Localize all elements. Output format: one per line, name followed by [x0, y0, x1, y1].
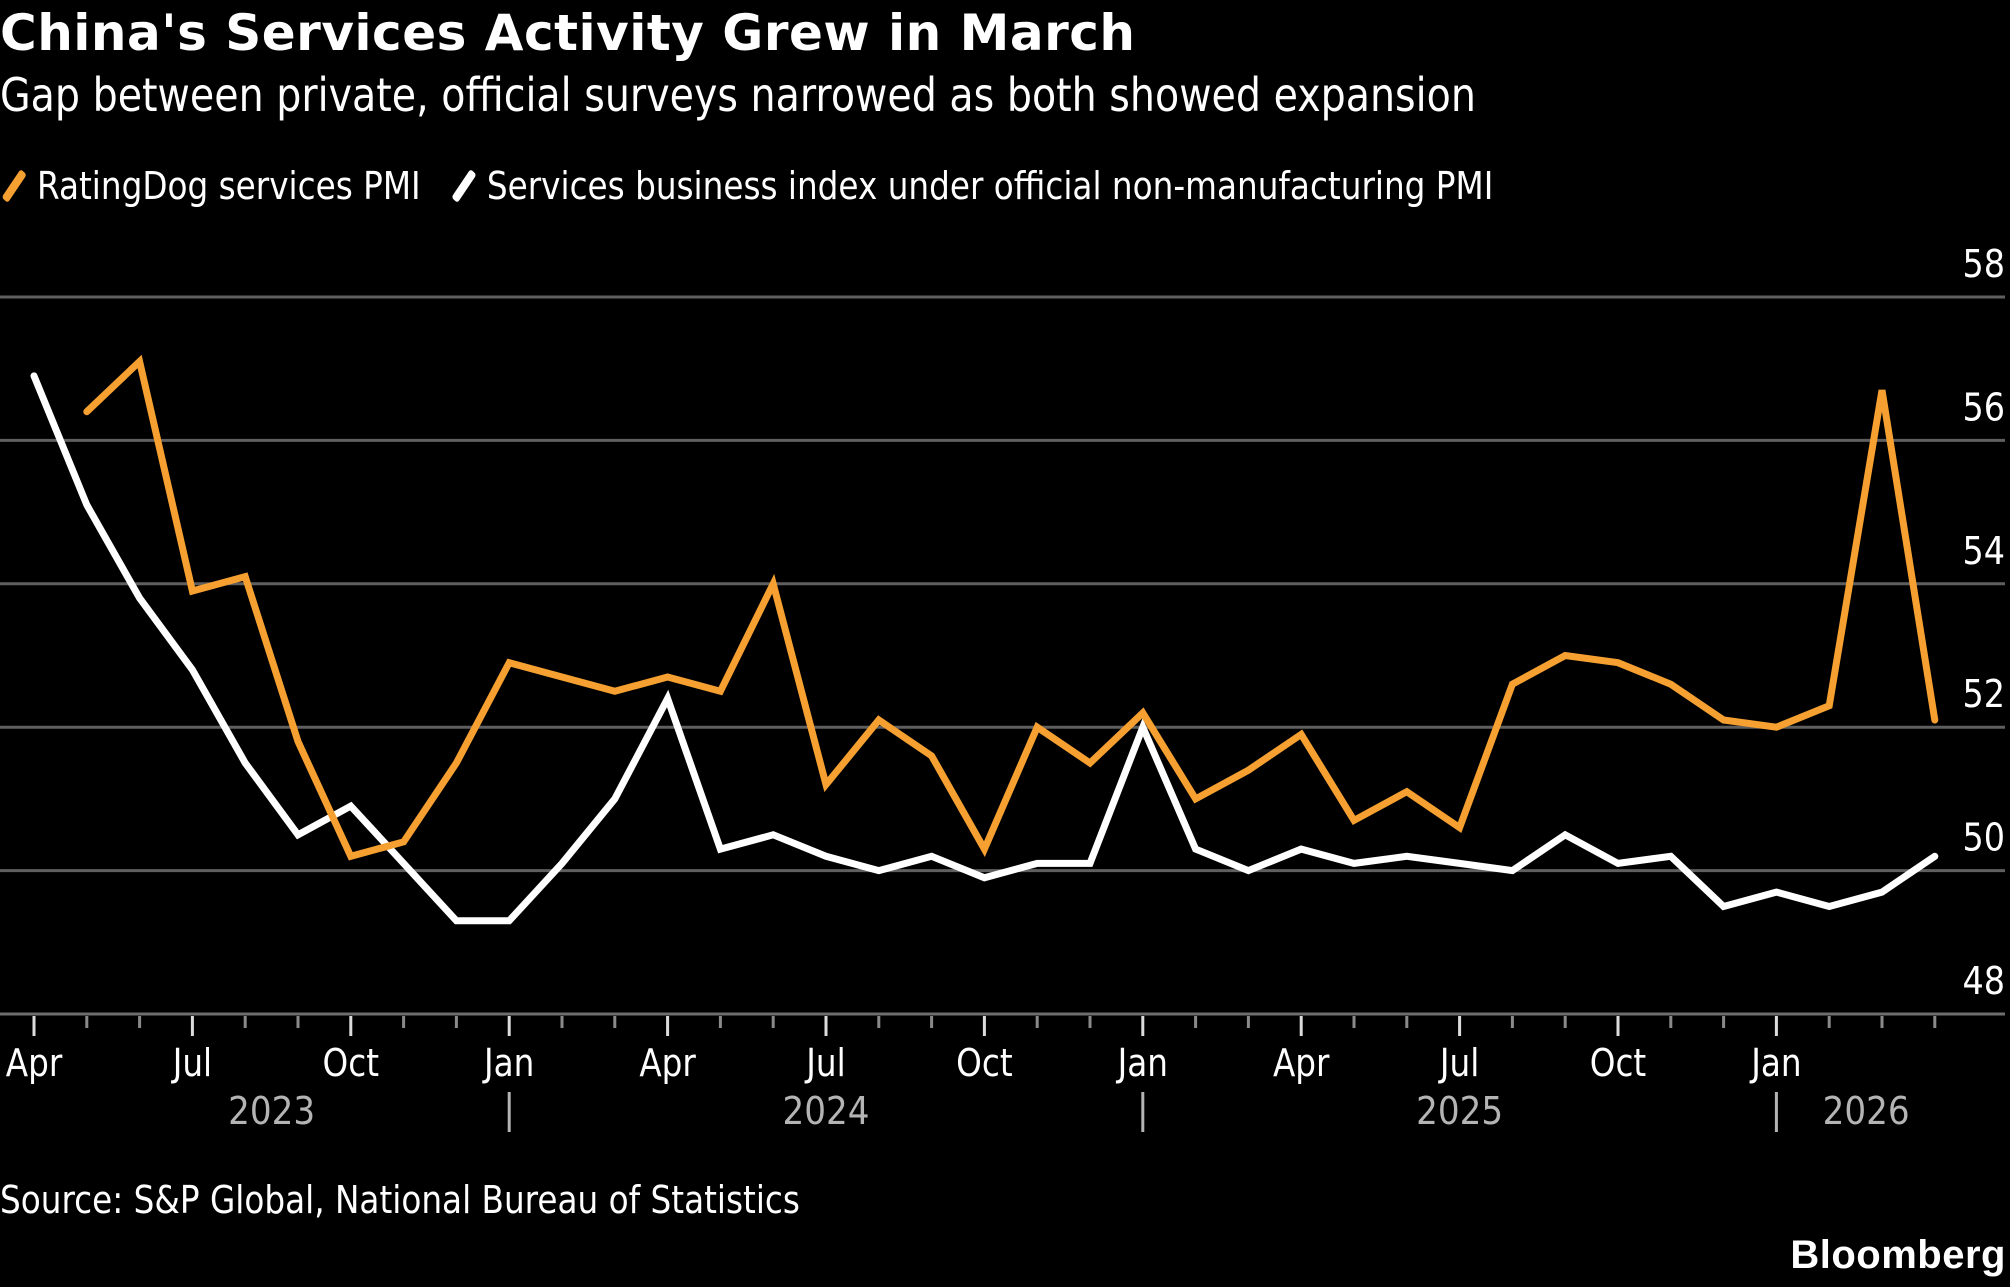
- legend: RatingDog services PMI Services business…: [0, 164, 1523, 208]
- x-tick-label: Jul: [804, 1042, 845, 1086]
- series-line-ratingdog: [83, 354, 1939, 861]
- x-tick-label: Oct: [323, 1042, 380, 1086]
- chart-title: China's Services Activity Grew in March: [0, 4, 1136, 62]
- y-tick-label: 50: [1962, 817, 2005, 861]
- bloomberg-logo: Bloomberg: [1790, 1233, 2006, 1277]
- legend-item-official: Services business index under official n…: [450, 164, 1493, 208]
- x-axis: Apr Jul Oct Jan Apr Jul Oct Jan Apr Jul Oct Jan 2023…: [6, 1016, 1937, 1133]
- source-note: Source: S&P Global, National Bureau of S…: [0, 1178, 800, 1222]
- y-tick-label: 52: [1962, 673, 2005, 717]
- year-label: 2026: [1823, 1088, 1910, 1133]
- y-tick-label: 58: [1962, 243, 2005, 287]
- y-axis-labels: 48 50 52 54 56 58: [1962, 243, 2005, 1004]
- x-tick-label: Apr: [6, 1042, 63, 1086]
- x-tick-label: Jul: [171, 1042, 212, 1086]
- y-tick-label: 48: [1962, 960, 2005, 1004]
- y-tick-label: 56: [1962, 386, 2005, 430]
- year-label: 2023: [228, 1088, 315, 1133]
- x-tick-label: Apr: [639, 1042, 696, 1086]
- series-line-official: [30, 372, 1939, 925]
- year-label: 2024: [783, 1088, 870, 1133]
- x-tick-label: Jan: [1116, 1042, 1168, 1086]
- chart-subtitle: Gap between private, official surveys na…: [0, 68, 1476, 122]
- year-label: 2025: [1416, 1088, 1503, 1133]
- x-tick-label: Jan: [1749, 1042, 1801, 1086]
- gridlines: [0, 295, 2005, 1016]
- x-tick-label: Oct: [956, 1042, 1013, 1086]
- legend-item-ratingdog: RatingDog services PMI: [0, 164, 421, 208]
- x-tick-label: Oct: [1590, 1042, 1647, 1086]
- legend-label: Services business index under official n…: [486, 164, 1494, 208]
- y-tick-label: 54: [1962, 530, 2005, 574]
- series-lines: [30, 354, 1939, 925]
- x-tick-label: Jul: [1438, 1042, 1479, 1086]
- x-tick-label: Jan: [482, 1042, 534, 1086]
- x-tick-label: Apr: [1273, 1042, 1330, 1086]
- legend-label: RatingDog services PMI: [36, 164, 421, 208]
